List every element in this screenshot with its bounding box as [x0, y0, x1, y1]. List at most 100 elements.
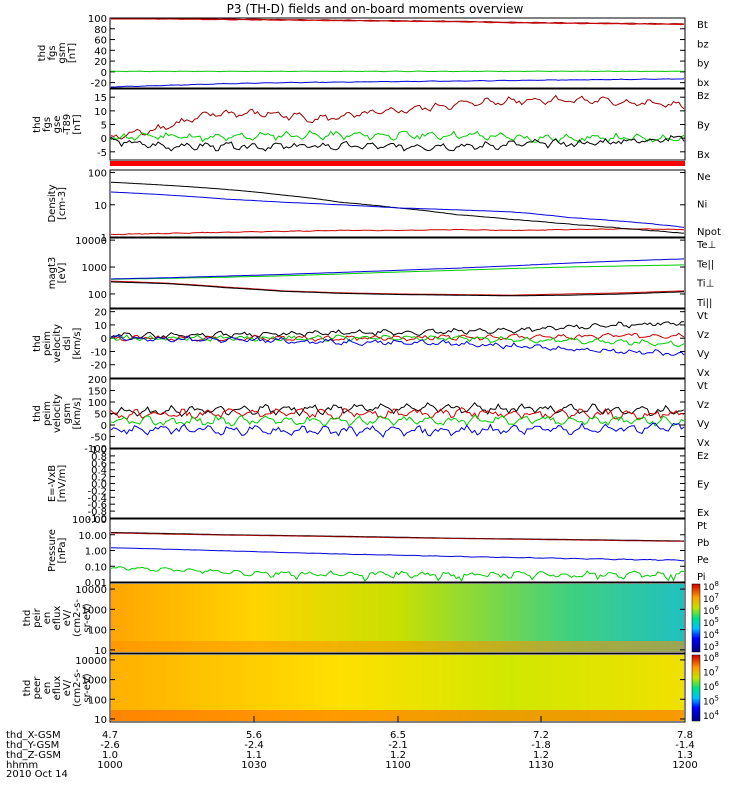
y-axis-label: eV/ [62, 679, 73, 696]
y-tick-label: 40 [94, 46, 107, 57]
y-tick-label: 1000 [82, 263, 107, 274]
x-tick-value: -2.6 [100, 740, 120, 751]
y-tick-label: -0.6 [87, 500, 107, 511]
panel-3: 1 10 100 Density [cm-3] Ne Ni Npot [47, 169, 721, 244]
y-tick-label: 10000 [75, 585, 107, 596]
x-tick-value: 7.2 [533, 730, 549, 741]
colorbar-exponent: 6 [714, 680, 719, 688]
x-row-label: thd_Y-GSM [6, 740, 59, 751]
x-tick-value: 1.2 [533, 750, 549, 761]
y-tick-label: 100 [88, 14, 107, 25]
series-Vy [110, 414, 685, 427]
legend-Ni: Ni [697, 200, 707, 211]
series-Pi [110, 547, 685, 562]
series-Vt [110, 402, 685, 418]
y-axis-label: thd [32, 335, 43, 352]
y-tick-label: 20 [94, 57, 107, 68]
legend-Pe: Pe [697, 555, 709, 566]
y-axis-label: [km/s] [72, 327, 83, 359]
colorbar-exponent: 5 [714, 695, 718, 703]
legend-Vx: Vx [697, 368, 710, 379]
legend-Vt: Vt [697, 311, 708, 322]
x-tick-value: 1200 [672, 760, 697, 771]
y-axis-label: thd [22, 610, 33, 627]
y-tick-label: 0.4 [91, 466, 107, 477]
y-tick-label: 50 [94, 410, 107, 421]
y-tick-label: 0.10 [85, 562, 107, 573]
y-axis-label: [nT] [72, 114, 83, 134]
panel-2: -5 0 5 10 15 thd fgs gse -T89 [nT] Bz By Bx [32, 88, 710, 161]
panel-frame [109, 448, 686, 519]
legend-Vt: Vt [697, 381, 708, 392]
y-axis-label: fgs [42, 117, 53, 132]
x-tick-value: 1.0 [102, 750, 118, 761]
y-tick-label: 0.8 [91, 452, 107, 463]
figure-title: P3 (TH-D) fields and on-board moments ov… [227, 2, 524, 16]
y-axis-label: gsm [62, 403, 73, 424]
panel-7: -1.0-0.8-0.6-0.4-0.20.00.20.40.60.81.0 E=… [47, 445, 709, 525]
y-axis-label: [nT] [67, 43, 78, 63]
y-axis-label: dsl [62, 336, 73, 350]
y-tick-label: 1000 [82, 676, 107, 687]
y-axis-label: velocity [52, 324, 63, 363]
y-tick-label: 100 [88, 290, 107, 301]
y-axis-label: [eV] [57, 263, 68, 284]
y-tick-label: -50 [91, 433, 107, 444]
y-tick-label: 10 [94, 201, 107, 212]
y-tick-label: -100 [84, 444, 107, 455]
panel-frame [109, 518, 686, 583]
legend-Ey: Ey [697, 480, 709, 491]
y-axis-label: en [42, 682, 53, 695]
series-Npot [110, 191, 685, 228]
y-tick-label: 0.0 [91, 480, 107, 491]
y-axis-label: magt3 [47, 257, 58, 290]
y-tick-label: 10 [94, 107, 107, 118]
panel-frame [109, 169, 686, 238]
y-axis-label: peir [32, 607, 43, 627]
colorbar-exponent: 7 [714, 592, 718, 600]
y-tick-label: 1 [101, 233, 107, 244]
y-axis-label: thd [32, 405, 43, 422]
series-by [110, 70, 684, 73]
y-tick-label: 0 [101, 421, 107, 432]
y-tick-label: 1.00 [85, 547, 107, 558]
colorbar-exponent: 6 [714, 604, 719, 612]
y-axis-label: gse [52, 116, 63, 134]
panel-frame [109, 17, 686, 89]
x-tick-value: 6.5 [390, 730, 406, 741]
colorbar-exponent: 8 [714, 580, 718, 588]
x-tick-value: 1.2 [390, 750, 406, 761]
y-axis-label: velocity [52, 394, 63, 433]
y-tick-label: 15 [94, 93, 107, 104]
x-tick-value: 4.7 [102, 730, 118, 741]
legend-Te||: Te|| [696, 259, 714, 270]
legend-Ex: Ex [697, 508, 709, 519]
y-tick-label: -0.2 [87, 486, 107, 497]
y-axis-label: Pressure [47, 529, 58, 572]
x-tick-value: -2.1 [388, 740, 408, 751]
y-axis-label: peim [42, 331, 53, 356]
legend-Ez: Ez [697, 451, 709, 462]
legend-Vy: Vy [697, 349, 710, 360]
y-axis-label: [mV/m] [57, 465, 68, 503]
x-tick-value: 1.3 [677, 750, 693, 761]
y-axis-label: sr-eV) [82, 673, 93, 702]
series-Pe [110, 566, 685, 583]
x-tick-value: 1130 [528, 760, 553, 771]
y-axis-label: peim [42, 401, 53, 426]
y-tick-label: -10 [91, 347, 107, 358]
panel-frame [109, 582, 686, 654]
x-row-label: thd_Z-GSM [6, 750, 61, 761]
legend-Ne: Ne [697, 172, 711, 183]
legend-by: by [697, 59, 709, 70]
series-bx [111, 78, 685, 88]
y-axis-label: E=-VxB [47, 465, 58, 502]
y-axis-label: Density [47, 184, 58, 222]
panel-frame [109, 308, 686, 379]
legend-Ti⊥: Ti⊥ [696, 279, 714, 290]
colorbar-exponent: 8 [714, 651, 718, 659]
y-tick-label: 100 [88, 626, 107, 637]
